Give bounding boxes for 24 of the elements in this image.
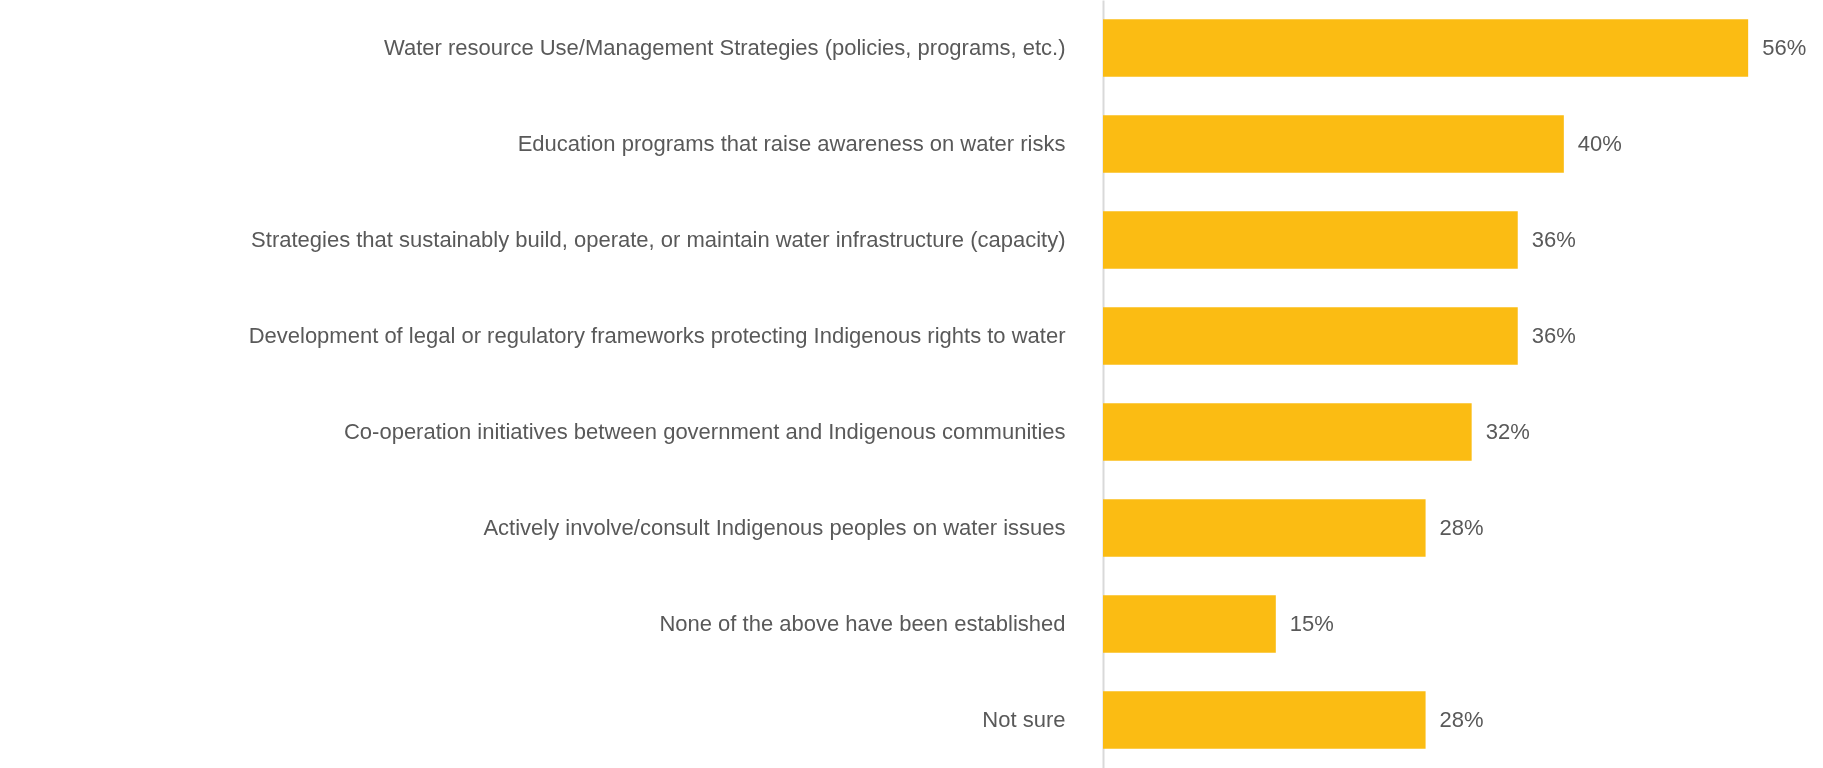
data-label: 15% bbox=[1289, 611, 1334, 636]
bar bbox=[1103, 403, 1472, 461]
bar bbox=[1103, 691, 1426, 749]
bar bbox=[1103, 307, 1518, 365]
bar bbox=[1103, 115, 1564, 173]
data-label: 28% bbox=[1439, 515, 1484, 540]
y-tick-label: Water resource Use/Management Strategies (policies, programs, etc.) bbox=[384, 35, 1066, 60]
data-label: 56% bbox=[1762, 35, 1807, 60]
data-label: 32% bbox=[1485, 419, 1530, 444]
data-label: 40% bbox=[1577, 131, 1622, 156]
bar bbox=[1103, 499, 1426, 557]
y-tick-label: Development of legal or regulatory frameworks protecting Indigenous rights to water bbox=[248, 323, 1066, 348]
y-tick-label: Co-operation initiatives between government and Indigenous communities bbox=[343, 419, 1066, 444]
bar bbox=[1103, 595, 1276, 653]
y-tick-label: None of the above have been established bbox=[659, 611, 1066, 636]
data-label: 36% bbox=[1531, 227, 1576, 252]
bar bbox=[1103, 19, 1749, 77]
data-label: 28% bbox=[1439, 707, 1484, 732]
bar bbox=[1103, 211, 1518, 269]
y-tick-label: Not sure bbox=[982, 707, 1066, 732]
y-tick-label: Actively involve/consult Indigenous peoples on water issues bbox=[483, 515, 1066, 540]
y-tick-label: Strategies that sustainably build, operate, or maintain water infrastructure (capacity) bbox=[251, 227, 1066, 252]
data-label: 36% bbox=[1531, 323, 1576, 348]
y-tick-label: Education programs that raise awareness on water risks bbox=[517, 131, 1066, 156]
